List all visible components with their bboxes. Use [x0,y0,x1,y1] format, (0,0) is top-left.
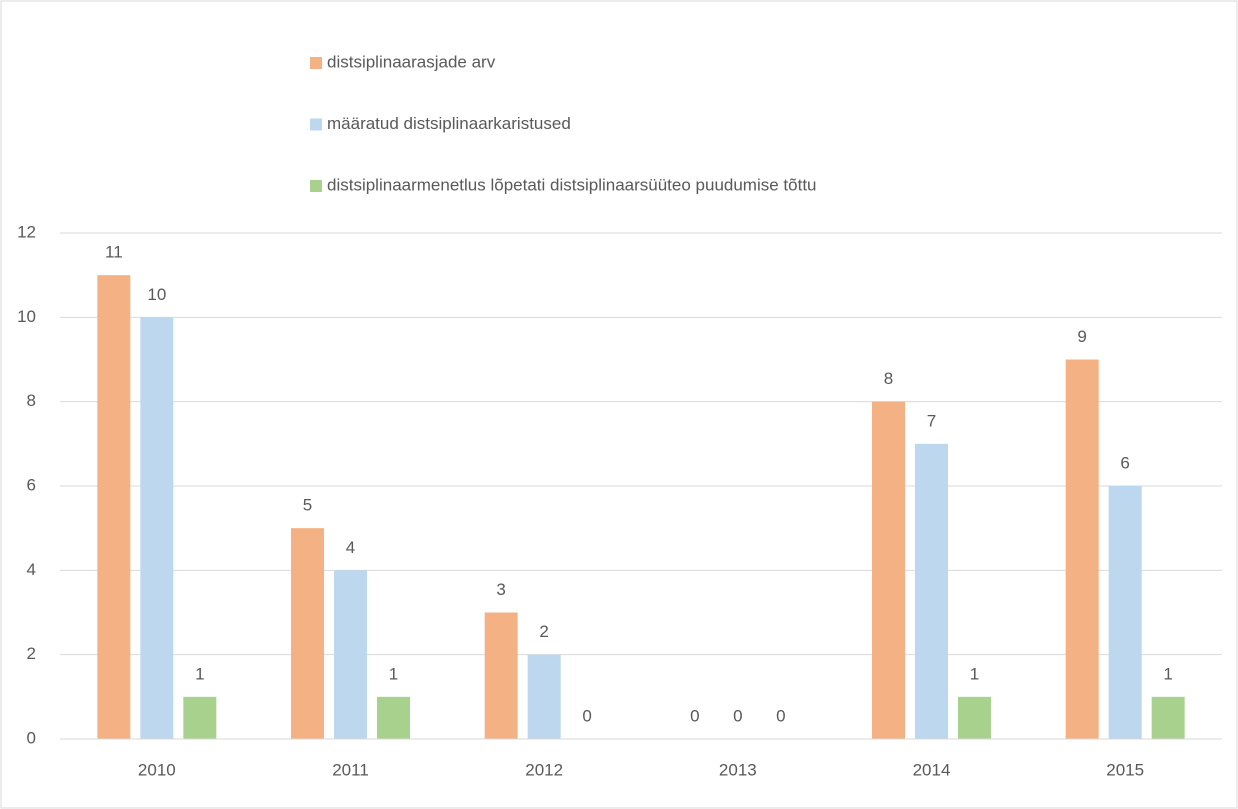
bar [1151,696,1185,739]
bar [183,696,217,739]
data-label: 1 [1163,664,1172,683]
x-tick-label: 2012 [525,760,563,779]
bar [291,528,324,739]
data-label: 4 [346,538,355,557]
y-tick-label: 10 [17,307,36,326]
bar [872,401,905,739]
x-tick-label: 2011 [332,760,369,779]
bar [527,654,561,739]
bar [1065,359,1099,739]
data-label: 7 [927,411,936,430]
y-tick-label: 2 [27,644,36,663]
legend-swatch [310,180,322,192]
x-tick-label: 2013 [719,760,757,779]
legend-label: distsiplinaarmenetlus lõpetati distsipli… [327,175,817,194]
data-label: 9 [1077,327,1086,346]
x-tick-label: 2014 [913,760,951,779]
y-tick-label: 0 [27,728,36,747]
x-tick-label: 2010 [138,760,176,779]
bar [915,443,948,739]
bar [377,696,410,739]
data-label: 3 [496,580,505,599]
y-tick-label: 12 [17,222,36,241]
bar [140,317,174,739]
legend-label: määratud distsiplinaarkaristused [327,114,571,133]
legend-swatch [310,118,322,131]
legend-label: distsiplinaarasjade arv [327,52,496,71]
data-label: 0 [733,706,742,725]
y-tick-label: 4 [27,560,36,579]
data-label: 5 [303,496,312,515]
data-label: 1 [970,664,979,683]
data-label: 1 [195,664,204,683]
data-label: 1 [389,664,398,683]
bar [958,696,991,739]
y-tick-label: 8 [27,391,36,410]
bar [334,570,367,739]
data-label: 10 [147,285,166,304]
legend-swatch [310,57,322,69]
bar [97,275,131,739]
x-tick-label: 2015 [1106,760,1144,779]
data-label: 2 [539,622,548,641]
bar [1108,486,1142,739]
data-label: 0 [776,706,785,725]
data-label: 0 [582,706,591,725]
data-label: 6 [1120,453,1129,472]
data-label: 0 [690,706,699,725]
data-label: 11 [105,243,123,262]
bar [484,612,518,739]
y-tick-label: 6 [27,475,36,494]
data-label: 8 [884,369,893,388]
